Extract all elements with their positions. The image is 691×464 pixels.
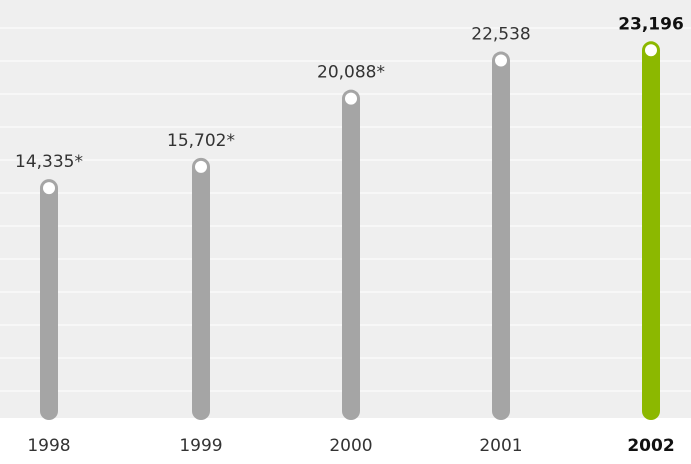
value-label-2002: 23,196	[618, 14, 684, 34]
x-tick-label-2001: 2001	[479, 436, 522, 456]
bar-marker-1998	[43, 182, 55, 195]
value-label-1998: 14,335*	[15, 152, 83, 172]
value-label-2001: 22,538	[471, 25, 530, 45]
x-tick-label-1998: 1998	[27, 436, 70, 456]
x-axis-labels: 1998 1999 2000 2001 2002	[27, 436, 674, 456]
bar-marker-2001	[495, 54, 507, 67]
x-tick-label-1999: 1999	[179, 436, 222, 456]
bar-marker-2002	[645, 44, 657, 57]
value-label-2000: 20,088*	[317, 63, 385, 83]
value-labels: 14,335* 15,702* 20,088* 22,538 23,196	[15, 14, 684, 172]
x-tick-label-2000: 2000	[329, 436, 372, 456]
bars	[40, 41, 660, 420]
bar-marker-2000	[345, 92, 357, 105]
value-label-1999: 15,702*	[167, 131, 235, 151]
bar-marker-1999	[195, 160, 207, 173]
x-tick-label-2002: 2002	[627, 436, 674, 456]
